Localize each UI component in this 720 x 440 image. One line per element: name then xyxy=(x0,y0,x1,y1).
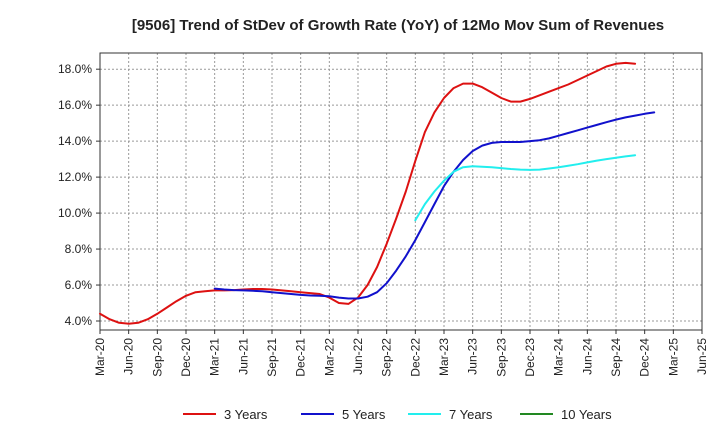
x-tick-label: Sep-20 xyxy=(150,338,164,377)
x-tick-label: Mar-20 xyxy=(93,338,107,376)
axis-layer: 4.0% 6.0% 8.0% 10.0% 12.0% 14.0% 16.0% 18.0% Mar… xyxy=(58,52,709,377)
legend-label: 7 Years xyxy=(449,407,493,422)
legend: 3 Years 5 Years 7 Years 10 Years xyxy=(183,407,612,422)
y-tick-label: 12.0% xyxy=(58,170,92,184)
y-tick-label: 4.0% xyxy=(65,314,93,328)
x-tick-label: Mar-25 xyxy=(666,338,680,376)
x-tick-label: Dec-24 xyxy=(638,338,652,377)
legend-label: 5 Years xyxy=(342,407,386,422)
legend-label: 3 Years xyxy=(224,407,268,422)
series-line-3-years xyxy=(99,61,637,325)
y-tick-label: 6.0% xyxy=(65,278,93,292)
x-tick-label: Sep-23 xyxy=(494,338,508,377)
x-tick-label: Sep-24 xyxy=(609,338,623,377)
y-tick-label: 18.0% xyxy=(58,62,92,76)
x-tick-label: Sep-21 xyxy=(265,338,279,377)
x-tick-label: Dec-23 xyxy=(523,338,537,377)
x-tick-label: Mar-22 xyxy=(322,338,336,376)
x-tick-label: Jun-22 xyxy=(351,338,365,375)
x-tick-label: Dec-20 xyxy=(179,338,193,377)
series-layer xyxy=(99,61,656,325)
legend-label: 10 Years xyxy=(561,407,612,422)
x-tick-label: Jun-21 xyxy=(236,338,250,375)
x-tick-label: Dec-21 xyxy=(294,338,308,377)
plot-frame xyxy=(99,52,703,331)
x-tick-label: Jun-24 xyxy=(580,338,594,375)
x-tick-label: Jun-25 xyxy=(695,338,709,375)
series-line-5-years xyxy=(213,111,656,300)
y-tick-label: 16.0% xyxy=(58,98,92,112)
y-tick-label: 8.0% xyxy=(65,242,93,256)
x-tick-label: Sep-22 xyxy=(380,338,394,377)
x-tick-label: Mar-21 xyxy=(208,338,222,376)
chart-title: [9506] Trend of StDev of Growth Rate (Yo… xyxy=(132,17,664,34)
series-line-7-years xyxy=(414,154,637,222)
x-tick-label: Jun-23 xyxy=(466,338,480,375)
x-tick-label: Dec-22 xyxy=(408,338,422,377)
y-tick-label: 14.0% xyxy=(58,134,92,148)
grid-layer xyxy=(99,53,703,330)
x-tick-label: Mar-23 xyxy=(437,338,451,376)
y-tick-label: 10.0% xyxy=(58,206,92,220)
x-tick-label: Jun-20 xyxy=(122,338,136,375)
x-tick-label: Mar-24 xyxy=(552,338,566,376)
